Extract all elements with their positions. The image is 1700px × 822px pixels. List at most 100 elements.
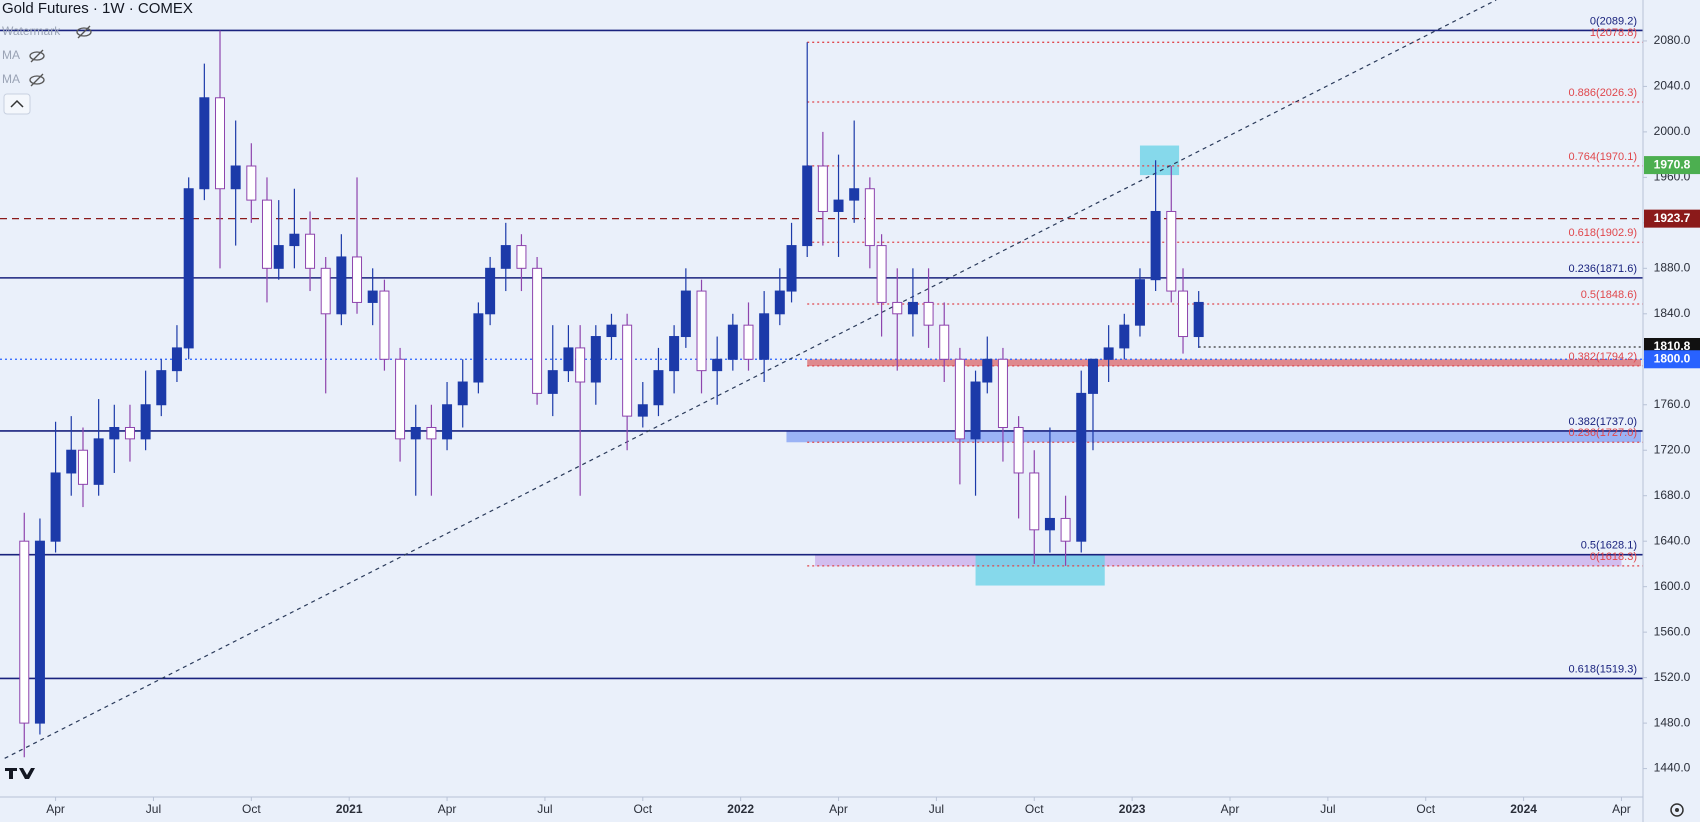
candle-body <box>473 313 484 383</box>
price-badge <box>1644 156 1700 175</box>
level-label: 0.5(1628.1) <box>1581 540 1637 552</box>
y-tick-label: 1520.0 <box>1654 670 1691 684</box>
y-tick-label: 2080.0 <box>1654 33 1691 47</box>
collapse-button[interactable] <box>3 93 31 115</box>
candle-body <box>273 245 284 269</box>
chart-title: Gold Futures · 1W · COMEX <box>2 0 193 17</box>
candle-body <box>199 97 210 190</box>
zone <box>786 430 1642 443</box>
candle-body <box>305 233 316 269</box>
level-label: 0.618(1519.3) <box>1569 663 1638 675</box>
collapse-icon <box>10 99 24 108</box>
candle-body <box>680 290 691 338</box>
plot: 0(2089.2) 0.236(1871.6) 0.382(1737.0) 0.5(1… <box>0 0 1643 759</box>
candle-body <box>457 381 468 406</box>
candle-body <box>982 358 993 383</box>
x-tick-label: Apr <box>438 802 457 816</box>
x-tick-label: Apr <box>1612 802 1631 816</box>
x-tick-label: 2021 <box>336 802 363 816</box>
trendline <box>4 0 1497 759</box>
candle-body <box>817 165 828 212</box>
candle-body <box>34 540 45 724</box>
candle-body <box>230 165 241 190</box>
candle-body <box>93 438 104 485</box>
candle-body <box>1178 290 1189 338</box>
y-tick-label: 1480.0 <box>1654 715 1691 729</box>
level-label: 0.236(1871.6) <box>1569 263 1638 275</box>
y-tick-label: 1720.0 <box>1654 442 1691 456</box>
candle-body <box>696 290 707 372</box>
candle-body <box>1150 210 1161 281</box>
candle-body <box>320 267 331 315</box>
candle-body <box>367 290 378 303</box>
candle-body <box>923 301 934 326</box>
candle-body <box>786 245 797 292</box>
level-label: 0.886(2026.3) <box>1569 87 1638 99</box>
level-label: 0.382(1737.0) <box>1569 416 1638 428</box>
y-tick-label: 2000.0 <box>1654 124 1691 138</box>
x-tick-label: 2022 <box>727 802 754 816</box>
candle-body <box>939 324 950 360</box>
candle-body <box>1060 517 1071 542</box>
candle-body <box>622 324 633 417</box>
candle-body <box>246 165 257 201</box>
candle-body <box>156 370 167 406</box>
candle-body <box>1193 301 1204 338</box>
eye-icons[interactable] <box>29 25 92 87</box>
zone <box>1139 145 1180 176</box>
candle-body <box>637 404 648 417</box>
x-tick-label: Oct <box>633 802 652 816</box>
x-tick-label: Apr <box>1221 802 1240 816</box>
candle-body <box>289 233 300 247</box>
candle-body <box>183 188 194 349</box>
x-tick-label: Jul <box>537 802 552 816</box>
zone <box>975 554 1105 586</box>
candle-body <box>727 324 738 360</box>
candle-body <box>1103 347 1114 360</box>
x-tick-label: Oct <box>242 802 261 816</box>
y-tick-label: 1880.0 <box>1654 260 1691 274</box>
candle-body <box>410 426 421 440</box>
level-label: 0.5(1848.6) <box>1581 289 1637 301</box>
candle-body <box>1029 472 1040 531</box>
candle-body <box>124 426 135 440</box>
price-badge-label: 1810.8 <box>1654 339 1691 353</box>
candle-body <box>171 347 182 372</box>
candle-body <box>395 358 406 440</box>
candle-body <box>547 370 558 394</box>
candle-body <box>892 301 903 315</box>
y-tick-label: 1560.0 <box>1654 624 1691 638</box>
candle-body <box>109 426 120 440</box>
candle-body <box>50 472 61 542</box>
candle-body <box>485 267 496 315</box>
candle-body <box>352 256 363 303</box>
x-tick-label: Oct <box>1416 802 1435 816</box>
price-badge <box>1644 209 1700 228</box>
candle-body <box>864 188 875 247</box>
candle-body <box>759 313 770 360</box>
candle-body <box>1119 324 1130 349</box>
y-tick-label: 1600.0 <box>1654 579 1691 593</box>
candle-body <box>907 301 918 315</box>
candle-body <box>653 370 664 406</box>
candle-body <box>774 290 785 315</box>
level-label: 0.382(1794.2) <box>1569 351 1638 363</box>
candle-body <box>876 245 887 303</box>
candle-body <box>563 347 574 372</box>
candle-body <box>19 540 30 724</box>
indicator-label: MA <box>2 48 20 62</box>
price-badge <box>1644 350 1700 369</box>
candle-body <box>532 267 543 394</box>
candle-body <box>500 245 511 269</box>
candle-body <box>712 358 723 372</box>
settings-icon[interactable] <box>1670 803 1684 817</box>
y-tick-label: 1680.0 <box>1654 488 1691 502</box>
indicator-label: Watermark <box>2 24 61 38</box>
x-tick-label: Jul <box>1320 802 1335 816</box>
candle-body <box>954 358 965 440</box>
y-tick-label: 2040.0 <box>1654 79 1691 93</box>
candle-body <box>1044 517 1055 531</box>
